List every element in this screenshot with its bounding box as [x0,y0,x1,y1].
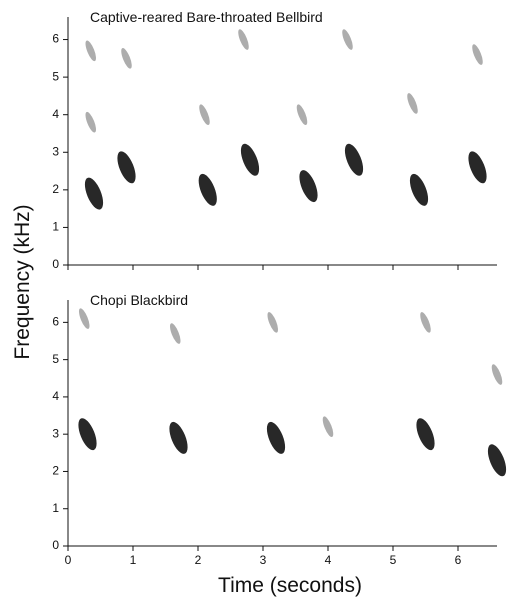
y-tick-label: 5 [52,352,59,366]
y-tick-label: 0 [52,257,59,271]
y-tick-label: 5 [52,69,59,83]
note [79,308,90,329]
x-tick-label: 5 [390,553,397,567]
note [169,421,188,454]
x-tick-label: 4 [325,553,332,567]
y-tick-label: 6 [52,32,59,46]
y-tick-label: 0 [52,538,59,552]
x-tick-label: 6 [455,553,462,567]
note [238,29,249,50]
note [344,143,364,176]
y-axis-label: Frequency (kHz) [11,204,34,359]
y-tick-label: 2 [52,182,59,196]
x-tick-label: 2 [195,553,202,567]
x-axis-label: Time (seconds) [218,574,362,597]
note [416,418,435,451]
note [299,170,318,203]
note [121,48,132,69]
note [84,177,104,210]
note [342,29,353,50]
panel-title: Captive-reared Bare-throated Bellbird [90,9,323,25]
y-tick-label: 4 [52,107,59,121]
note [296,104,308,125]
x-tick-label: 3 [260,553,267,567]
note [407,93,418,114]
y-tick-label: 1 [52,220,59,234]
note [85,40,96,62]
note [198,173,217,206]
x-tick-label: 1 [130,553,137,567]
note [472,44,483,65]
note [420,312,431,333]
panel-title: Chopi Blackbird [90,292,188,308]
note [199,104,210,125]
y-tick-label: 1 [52,501,59,515]
note [487,444,507,477]
y-tick-label: 3 [52,426,59,440]
y-tick-label: 6 [52,315,59,329]
note [322,416,334,438]
note [85,111,96,133]
note [240,143,260,176]
x-tick-label: 0 [65,553,72,567]
note [266,421,286,454]
note [409,173,429,206]
note [78,418,97,451]
note [170,323,181,344]
note [267,312,278,333]
note [491,364,503,385]
y-tick-label: 3 [52,144,59,158]
y-tick-label: 4 [52,389,59,403]
note [117,151,136,184]
y-tick-label: 2 [52,464,59,478]
note [468,151,487,184]
